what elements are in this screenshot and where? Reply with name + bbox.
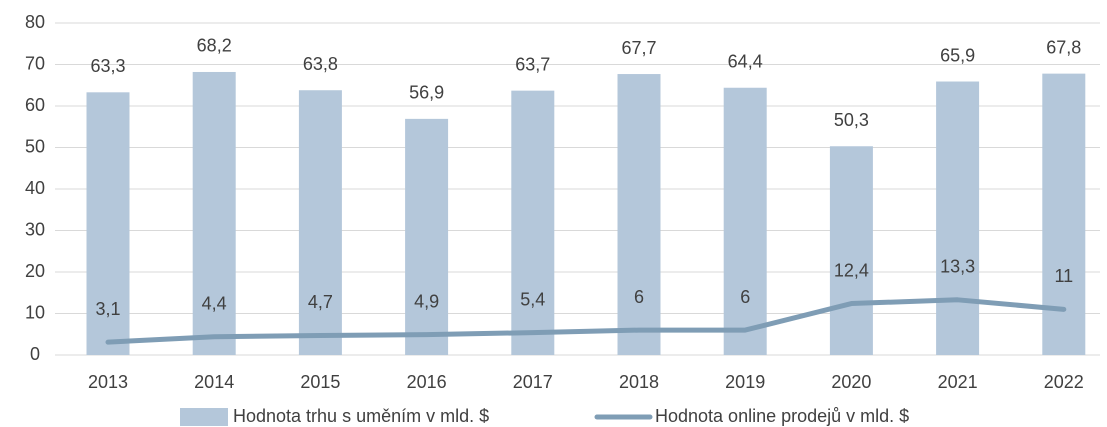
data-label: 6 [634, 287, 644, 307]
bar [829, 146, 873, 355]
x-tick-label: 2015 [300, 372, 340, 392]
y-tick-label: 40 [25, 178, 45, 198]
bar [511, 90, 555, 356]
data-label: 6 [740, 287, 750, 307]
bar [1042, 73, 1086, 355]
x-tick-label: 2021 [938, 372, 978, 392]
data-label: 63,3 [90, 56, 125, 76]
x-tick-label: 2022 [1044, 372, 1084, 392]
y-tick-label: 10 [25, 302, 45, 322]
line [105, 297, 1067, 345]
data-label: 64,4 [728, 51, 763, 71]
data-label: 4,4 [202, 293, 227, 313]
y-tick-label: 50 [25, 136, 45, 156]
bar [86, 92, 130, 356]
data-label: 3,1 [95, 299, 120, 319]
y-tick-label: 0 [30, 344, 40, 364]
data-label: 5,4 [520, 289, 545, 309]
y-tick-label: 80 [25, 12, 45, 32]
x-tick-label: 2014 [194, 372, 234, 392]
data-label: 63,8 [303, 54, 338, 74]
data-label: 68,2 [197, 36, 232, 56]
x-tick-label: 2018 [619, 372, 659, 392]
y-tick-label: 30 [25, 219, 45, 239]
x-tick-label: 2019 [725, 372, 765, 392]
data-label: 63,7 [515, 54, 550, 74]
x-tick-label: 2013 [88, 372, 128, 392]
x-tick-label: 2017 [513, 372, 553, 392]
legend-label: Hodnota online prodejů v mld. $ [655, 406, 909, 426]
data-label: 50,3 [834, 110, 869, 130]
data-label: 65,9 [940, 45, 975, 65]
y-tick-label: 70 [25, 53, 45, 73]
data-label: 4,7 [308, 292, 333, 312]
data-label: 13,3 [940, 257, 975, 277]
data-label: 67,8 [1046, 37, 1081, 57]
bar [617, 74, 661, 356]
legend-swatch [180, 408, 228, 426]
bar [192, 71, 236, 355]
bar [723, 87, 767, 356]
y-tick-label: 60 [25, 95, 45, 115]
x-tick-label: 2016 [407, 372, 447, 392]
data-label: 12,4 [834, 260, 869, 280]
bar [405, 118, 449, 356]
data-label: 67,7 [621, 38, 656, 58]
legend-label: Hodnota trhu s uměním v mld. $ [233, 406, 489, 426]
data-label: 56,9 [409, 83, 444, 103]
bar [298, 90, 342, 355]
data-label: 4,9 [414, 291, 439, 311]
y-tick-label: 20 [25, 261, 45, 281]
bar [936, 81, 980, 355]
data-label: 11 [1054, 266, 1073, 286]
x-tick-label: 2020 [831, 372, 871, 392]
